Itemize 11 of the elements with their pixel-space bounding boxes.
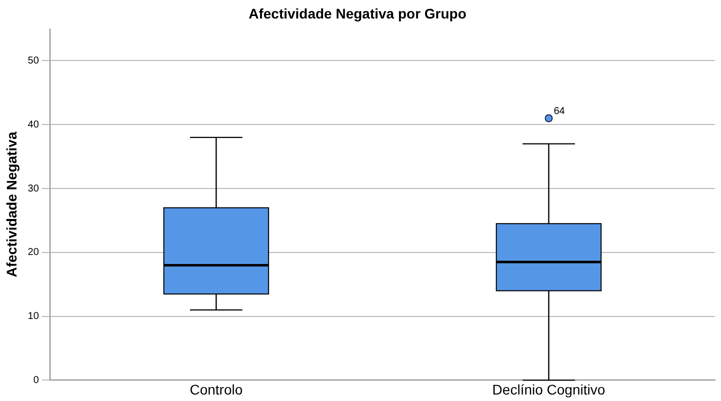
annotation: 64 <box>554 106 566 117</box>
x-tick-label: Controlo <box>190 381 243 398</box>
chart-title: Afectividade Negativa por Grupo <box>248 5 466 22</box>
y-tick-label: 30 <box>28 183 40 194</box>
x-tick-label: Declínio Cognitivo <box>492 381 606 398</box>
y-tick-label: 0 <box>33 374 40 386</box>
y-axis-title: Afectividade Negativa <box>3 132 20 278</box>
y-tick-label: 10 <box>28 311 40 322</box>
y-tick-label: 40 <box>28 119 40 130</box>
y-tick-label: 50 <box>28 55 40 66</box>
y-tick-label: 20 <box>28 247 40 258</box>
